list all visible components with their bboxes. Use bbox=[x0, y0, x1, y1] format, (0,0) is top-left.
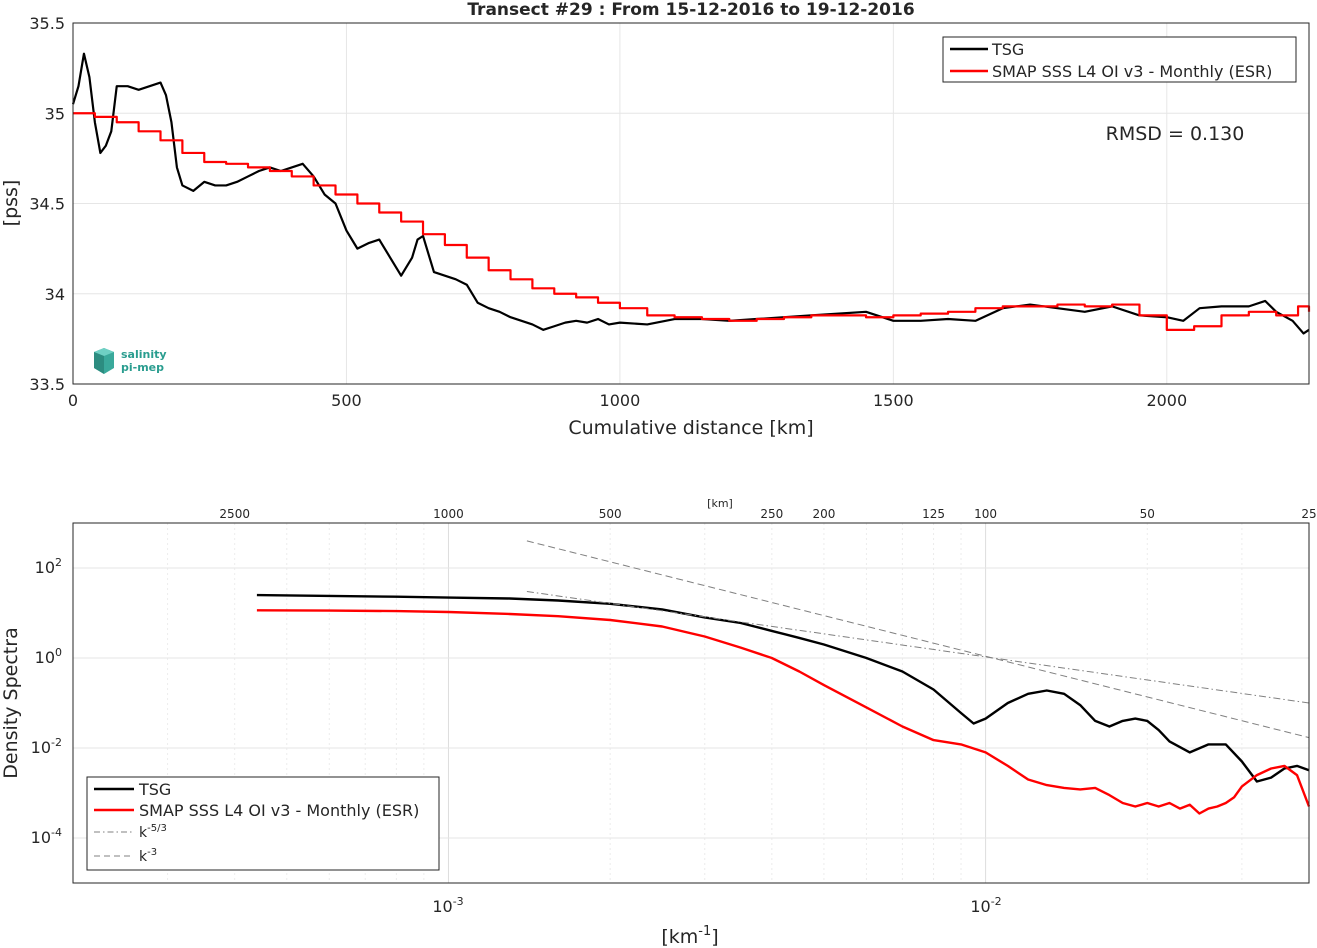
bottom-top-tick-label: 250 bbox=[760, 507, 783, 521]
bottom-top-axis-tick-labels: 2500 1000 500 250 200 125 100 50 25 bbox=[219, 507, 1316, 521]
bottom-series-lines bbox=[256, 540, 1311, 815]
bottom-top-tick-label: 500 bbox=[599, 507, 622, 521]
top-y-tick-labels: 33.5 34 34.5 35 35.5 bbox=[29, 14, 65, 394]
bottom-series-tsg-line bbox=[256, 593, 1310, 783]
bottom-top-tick-label: 2500 bbox=[219, 507, 250, 521]
top-series-smap-line bbox=[73, 112, 1311, 331]
logo-text-line2: pi-mep bbox=[121, 361, 164, 374]
top-legend-box bbox=[942, 36, 1297, 83]
bottom-x-tick-labels: 10-3 10-2 bbox=[432, 895, 1001, 916]
top-y-tick-label: 34.5 bbox=[29, 195, 65, 214]
bottom-y-axis-label: Density Spectra bbox=[0, 627, 22, 778]
bottom-legend-label-k3: k-3 bbox=[139, 847, 157, 865]
top-x-tick-labels: 0 500 1000 1500 2000 bbox=[68, 391, 1187, 410]
top-series-lines bbox=[71, 52, 1311, 335]
bottom-legend-box bbox=[86, 776, 440, 871]
top-plot-panel: 0 500 1000 1500 2000 33.5 34 34.5 35 35.5 Transe… bbox=[0, 0, 1311, 439]
bottom-top-axis-label: [km] bbox=[707, 497, 733, 510]
top-x-axis-label: Cumulative distance [km] bbox=[568, 417, 813, 439]
top-y-axis-label: [pss] bbox=[0, 180, 22, 227]
bottom-x-tick-1e-3: 10-3 bbox=[432, 895, 463, 916]
top-x-tick-label: 1500 bbox=[873, 391, 914, 410]
top-y-tick-label: 34 bbox=[45, 285, 65, 304]
top-legend-label-tsg: TSG bbox=[991, 40, 1024, 59]
bottom-y-tick-labels: 102 100 10-2 10-4 bbox=[31, 556, 62, 847]
logo-mark: salinity pi-mep bbox=[94, 348, 167, 374]
bottom-y-tick-1e-2: 10-2 bbox=[31, 736, 62, 757]
bottom-top-tick-label: 50 bbox=[1140, 507, 1155, 521]
top-x-tick-label: 0 bbox=[68, 391, 78, 410]
bottom-legend-label-smap: SMAP SSS L4 OI v3 - Monthly (ESR) bbox=[139, 801, 419, 820]
bottom-top-tick-label: 25 bbox=[1301, 507, 1316, 521]
logo-text-line1: salinity bbox=[121, 348, 167, 361]
bottom-legend-label-k53: k-5/3 bbox=[139, 823, 167, 841]
bottom-series-k53-line bbox=[526, 591, 1310, 704]
top-plot-frame bbox=[72, 22, 1310, 385]
top-chart-title: Transect #29 : From 15-12-2016 to 19-12-… bbox=[467, 0, 914, 20]
top-x-tick-label: 2000 bbox=[1146, 391, 1187, 410]
top-x-tick-label: 1000 bbox=[600, 391, 641, 410]
bottom-y-tick-1e-4: 10-4 bbox=[31, 826, 62, 847]
bottom-series-smap-line bbox=[256, 609, 1311, 815]
bottom-plot-panel: 2500 1000 500 250 200 125 100 50 25 [km] 102 100… bbox=[0, 497, 1317, 948]
bottom-top-tick-label: 1000 bbox=[433, 507, 464, 521]
top-legend: TSG SMAP SSS L4 OI v3 - Monthly (ESR) bbox=[942, 36, 1297, 83]
top-y-tick-label: 35 bbox=[45, 104, 65, 123]
top-x-tick-label: 500 bbox=[331, 391, 362, 410]
bottom-legend: TSG SMAP SSS L4 OI v3 - Monthly (ESR) k-… bbox=[86, 776, 440, 871]
bottom-y-tick-1e0: 100 bbox=[35, 646, 62, 667]
bottom-plot-frame bbox=[72, 522, 1310, 884]
bottom-y-tick-1e2: 102 bbox=[35, 556, 62, 577]
rmsd-annotation: RMSD = 0.130 bbox=[1106, 123, 1245, 145]
bottom-top-tick-label: 100 bbox=[974, 507, 997, 521]
top-y-tick-label: 33.5 bbox=[29, 375, 65, 394]
bottom-x-axis-label: [km-1] bbox=[661, 924, 718, 948]
bottom-legend-label-tsg: TSG bbox=[138, 780, 171, 799]
bottom-x-tick-1e-2: 10-2 bbox=[970, 895, 1001, 916]
bottom-top-tick-label: 200 bbox=[812, 507, 835, 521]
bottom-series-k3-line bbox=[526, 540, 1310, 739]
salinity-pi-mep-logo: salinity pi-mep bbox=[90, 346, 174, 376]
top-y-tick-label: 35.5 bbox=[29, 14, 65, 33]
top-legend-label-smap: SMAP SSS L4 OI v3 - Monthly (ESR) bbox=[992, 62, 1272, 81]
bottom-top-tick-label: 125 bbox=[922, 507, 945, 521]
